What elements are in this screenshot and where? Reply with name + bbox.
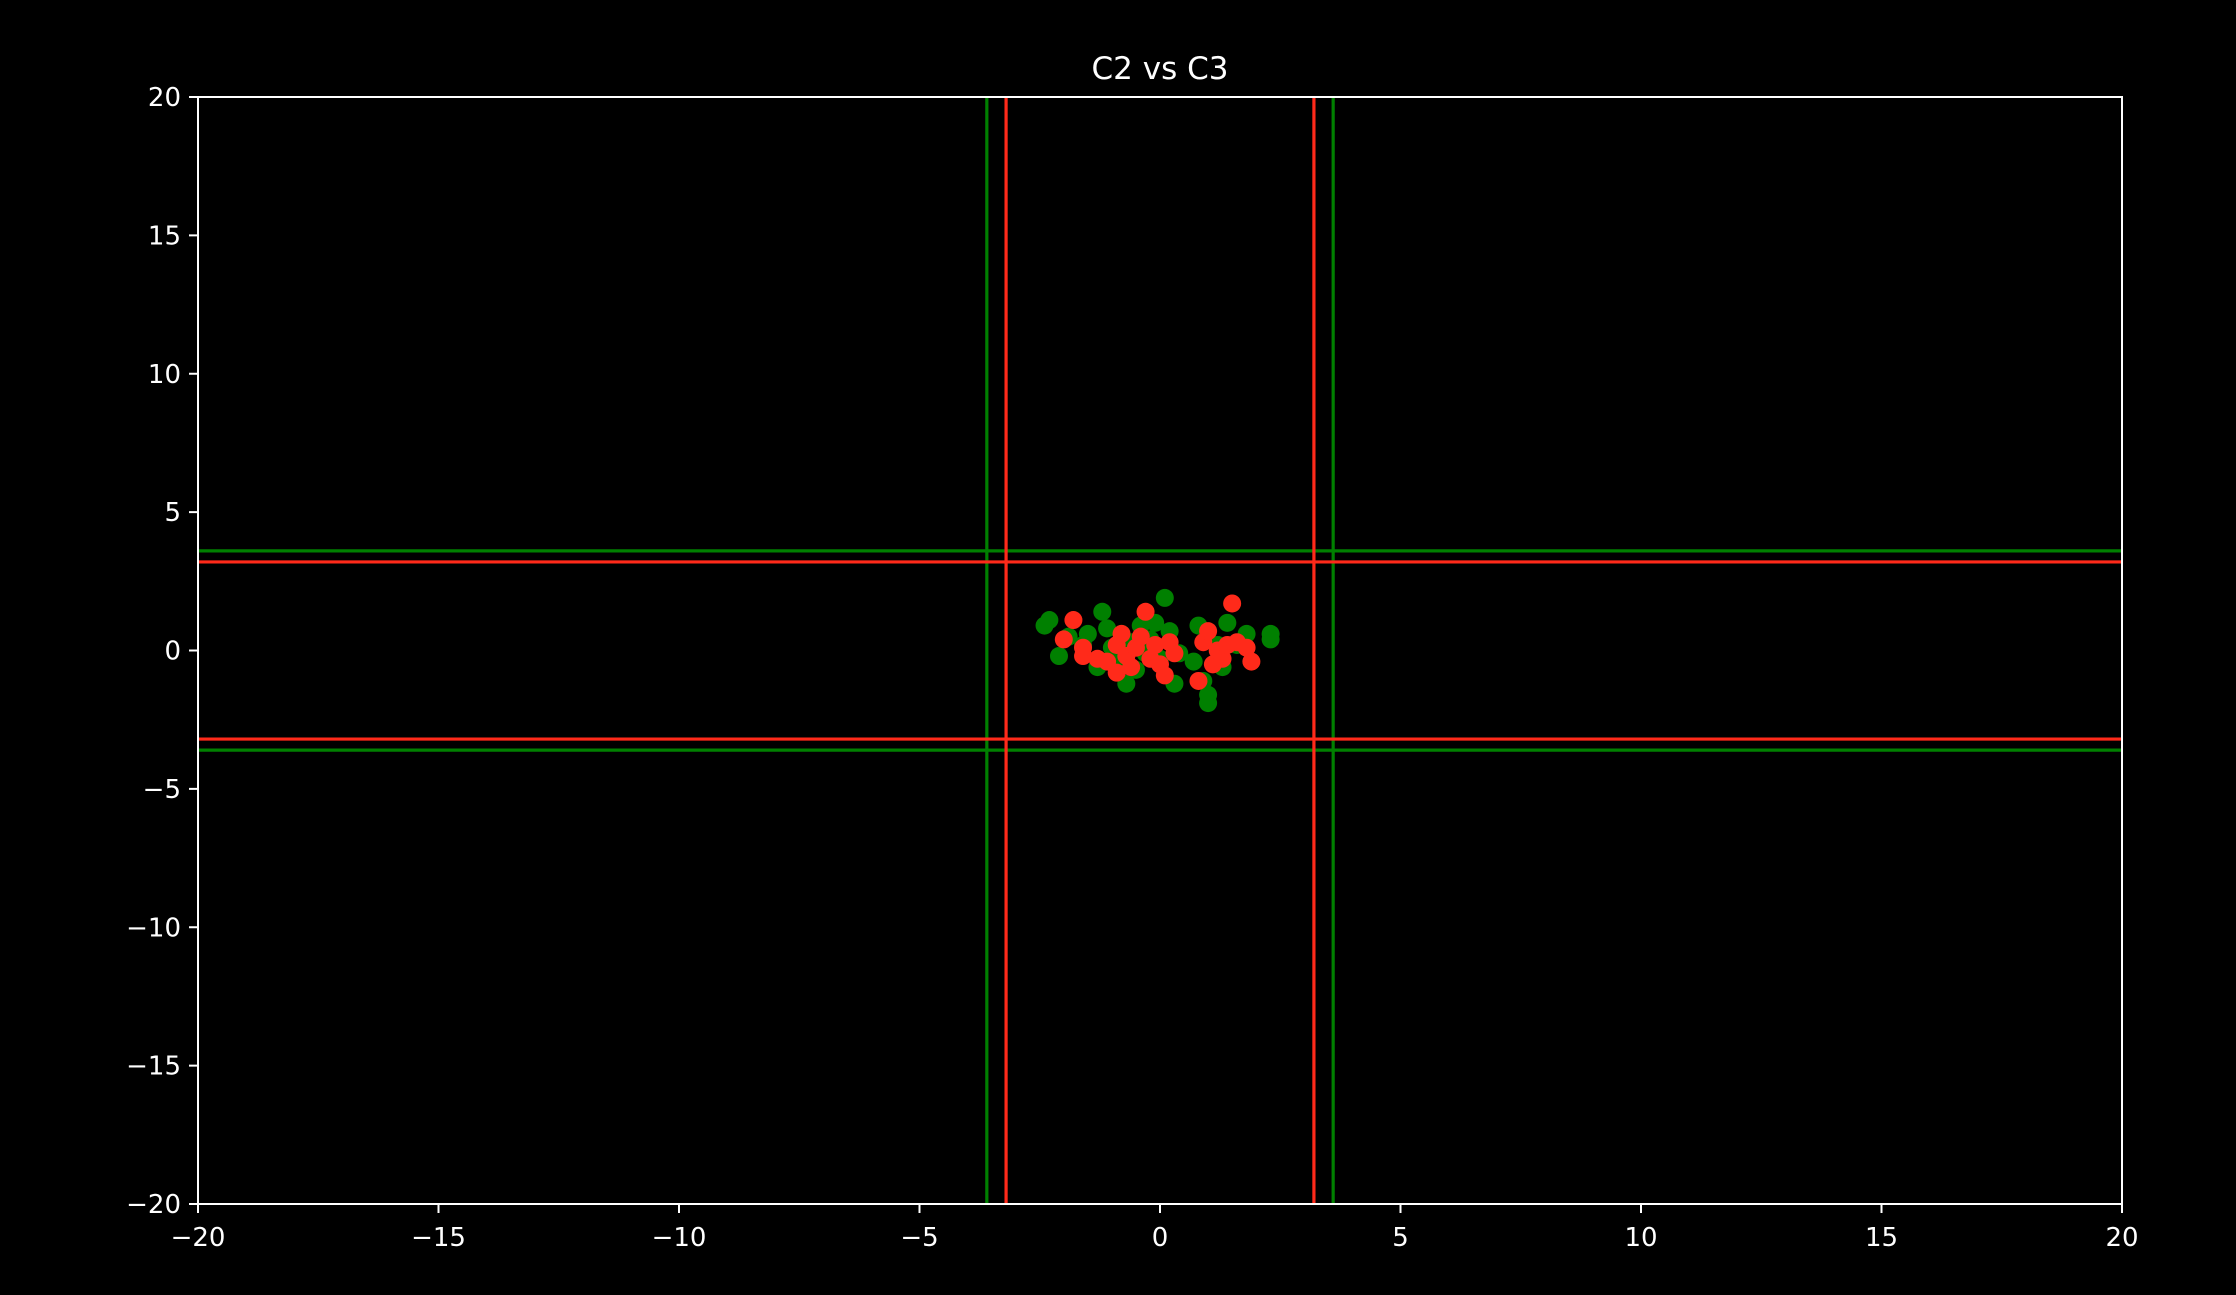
x-tick-label-4: 0 [1152,1223,1169,1253]
series-1-point-13 [1136,602,1155,621]
series-0-point-2 [1049,647,1068,666]
y-tick-label-7: 15 [148,221,181,251]
y-tick-label-1: −15 [126,1052,181,1082]
series-0-point-1 [1040,611,1059,630]
x-tick-label-0: −20 [171,1223,226,1253]
series-1-point-1 [1064,611,1083,630]
y-tick-label-3: −5 [143,775,181,805]
y-tick-label-5: 5 [164,498,181,528]
x-tick-label-6: 10 [1624,1223,1657,1253]
y-tick-label-6: 10 [148,360,181,390]
series-0-point-7 [1093,602,1112,621]
series-1-point-10 [1122,658,1141,677]
series-1-point-27 [1223,594,1242,613]
series-0-point-31 [1218,613,1237,632]
series-1-point-8 [1112,624,1131,643]
series-1-point-7 [1107,663,1126,682]
series-1-point-19 [1165,644,1184,663]
series-0-point-35 [1261,630,1280,649]
x-tick-label-7: 15 [1865,1223,1898,1253]
x-tick-label-2: −10 [652,1223,707,1253]
series-1-point-3 [1074,638,1093,657]
x-tick-label-8: 20 [2105,1223,2138,1253]
series-1-point-20 [1189,671,1208,690]
y-tick-label-8: 20 [148,83,181,113]
x-tick-label-3: −5 [900,1223,938,1253]
series-1-point-25 [1213,649,1232,668]
series-1-point-22 [1199,622,1218,641]
series-0-point-8 [1098,619,1117,638]
y-tick-label-4: 0 [164,637,181,667]
x-tick-label-1: −15 [411,1223,466,1253]
series-1-point-17 [1155,666,1174,685]
y-tick-label-0: −20 [126,1190,181,1220]
series-0-point-5 [1078,624,1097,643]
series-0-point-28 [1199,685,1218,704]
series-0-point-24 [1184,652,1203,671]
series-1-point-29 [1237,638,1256,657]
y-tick-label-2: −10 [126,913,181,943]
chart-title: C2 vs C3 [1092,51,1229,87]
series-1-point-15 [1146,635,1165,654]
series-0-point-20 [1155,588,1174,607]
series-1-point-30 [1242,652,1261,671]
plot-area: −20 −15 −10 −5 0 5 10 15 20 −20 −15 −10 −5 0 5 10 15 20 [126,83,2138,1253]
x-tick-label-5: 5 [1392,1223,1409,1253]
series-1-point-0 [1054,630,1073,649]
series-1-point-12 [1131,627,1150,646]
